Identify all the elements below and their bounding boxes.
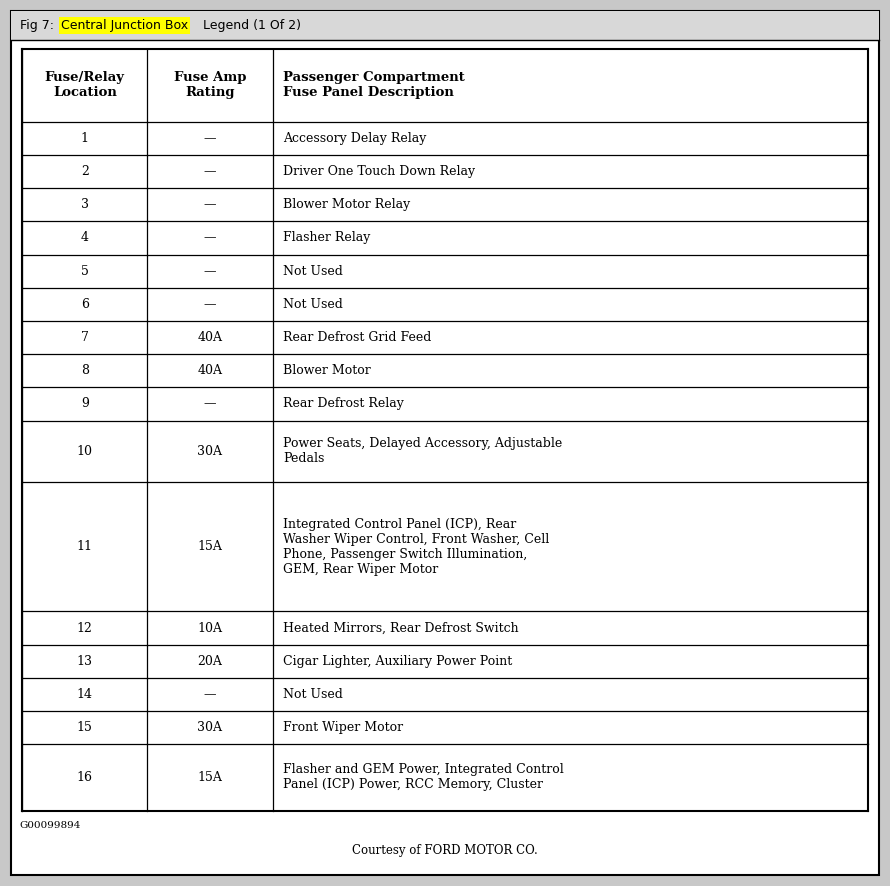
Text: Blower Motor Relay: Blower Motor Relay — [283, 198, 410, 211]
Text: 2: 2 — [81, 165, 89, 178]
Text: 40A: 40A — [198, 331, 222, 344]
Text: Power Seats, Delayed Accessory, Adjustable
Pedals: Power Seats, Delayed Accessory, Adjustab… — [283, 438, 562, 465]
Text: —: — — [204, 231, 216, 245]
Text: 20A: 20A — [198, 655, 222, 668]
Text: —: — — [204, 132, 216, 145]
Text: Integrated Control Panel (ICP), Rear
Washer Wiper Control, Front Washer, Cell
Ph: Integrated Control Panel (ICP), Rear Was… — [283, 517, 549, 576]
Bar — [22, 744, 868, 811]
Text: —: — — [204, 265, 216, 277]
Text: Rear Defrost Grid Feed: Rear Defrost Grid Feed — [283, 331, 432, 344]
Text: Rear Defrost Relay: Rear Defrost Relay — [283, 398, 404, 410]
Text: Fuse/Relay
Location: Fuse/Relay Location — [44, 71, 125, 99]
Bar — [22, 678, 868, 711]
Text: —: — — [204, 298, 216, 311]
Text: 10: 10 — [77, 445, 93, 458]
Bar — [22, 482, 868, 611]
Text: 14: 14 — [77, 688, 93, 701]
Text: Central Junction Box: Central Junction Box — [61, 19, 188, 32]
Bar — [22, 288, 868, 321]
Text: Not Used: Not Used — [283, 265, 343, 277]
Bar — [22, 611, 868, 645]
Text: Front Wiper Motor: Front Wiper Motor — [283, 721, 403, 734]
Text: Courtesy of FORD MOTOR CO.: Courtesy of FORD MOTOR CO. — [352, 844, 538, 857]
Bar — [22, 421, 868, 482]
Text: —: — — [204, 198, 216, 211]
Text: 1: 1 — [81, 132, 89, 145]
Text: Legend (1 Of 2): Legend (1 Of 2) — [199, 19, 302, 32]
Text: 16: 16 — [77, 771, 93, 784]
Text: —: — — [204, 165, 216, 178]
Bar — [22, 155, 868, 188]
Text: Blower Motor: Blower Motor — [283, 364, 371, 377]
Text: Heated Mirrors, Rear Defrost Switch: Heated Mirrors, Rear Defrost Switch — [283, 622, 519, 634]
Text: 7: 7 — [81, 331, 89, 344]
Bar — [22, 711, 868, 744]
Text: 4: 4 — [81, 231, 89, 245]
Text: 15: 15 — [77, 721, 93, 734]
Text: 9: 9 — [81, 398, 89, 410]
Text: Not Used: Not Used — [283, 298, 343, 311]
Text: Fig 7:: Fig 7: — [20, 19, 58, 32]
Text: 12: 12 — [77, 622, 93, 634]
Text: Flasher Relay: Flasher Relay — [283, 231, 370, 245]
Text: Passenger Compartment
Fuse Panel Description: Passenger Compartment Fuse Panel Descrip… — [283, 71, 465, 99]
Text: 6: 6 — [81, 298, 89, 311]
Text: 30A: 30A — [198, 721, 222, 734]
Bar — [22, 121, 868, 155]
Text: Flasher and GEM Power, Integrated Control
Panel (ICP) Power, RCC Memory, Cluster: Flasher and GEM Power, Integrated Contro… — [283, 764, 564, 791]
Text: Driver One Touch Down Relay: Driver One Touch Down Relay — [283, 165, 475, 178]
Text: 15A: 15A — [198, 540, 222, 553]
Text: Not Used: Not Used — [283, 688, 343, 701]
Bar — [22, 49, 868, 121]
Bar — [22, 387, 868, 421]
Text: 15A: 15A — [198, 771, 222, 784]
Bar — [22, 321, 868, 354]
Bar — [22, 188, 868, 222]
Text: 10A: 10A — [198, 622, 222, 634]
Text: 5: 5 — [81, 265, 89, 277]
Text: Fuse Amp
Rating: Fuse Amp Rating — [174, 71, 247, 99]
Text: 8: 8 — [81, 364, 89, 377]
Bar — [22, 222, 868, 254]
Text: 13: 13 — [77, 655, 93, 668]
Bar — [22, 645, 868, 678]
Text: —: — — [204, 398, 216, 410]
Text: Accessory Delay Relay: Accessory Delay Relay — [283, 132, 426, 145]
Text: Cigar Lighter, Auxiliary Power Point: Cigar Lighter, Auxiliary Power Point — [283, 655, 513, 668]
Text: 3: 3 — [81, 198, 89, 211]
Bar — [22, 354, 868, 387]
Text: G00099894: G00099894 — [20, 821, 81, 830]
Text: 40A: 40A — [198, 364, 222, 377]
Bar — [11, 11, 879, 40]
Bar — [22, 254, 868, 288]
Text: 30A: 30A — [198, 445, 222, 458]
Text: 11: 11 — [77, 540, 93, 553]
Text: —: — — [204, 688, 216, 701]
